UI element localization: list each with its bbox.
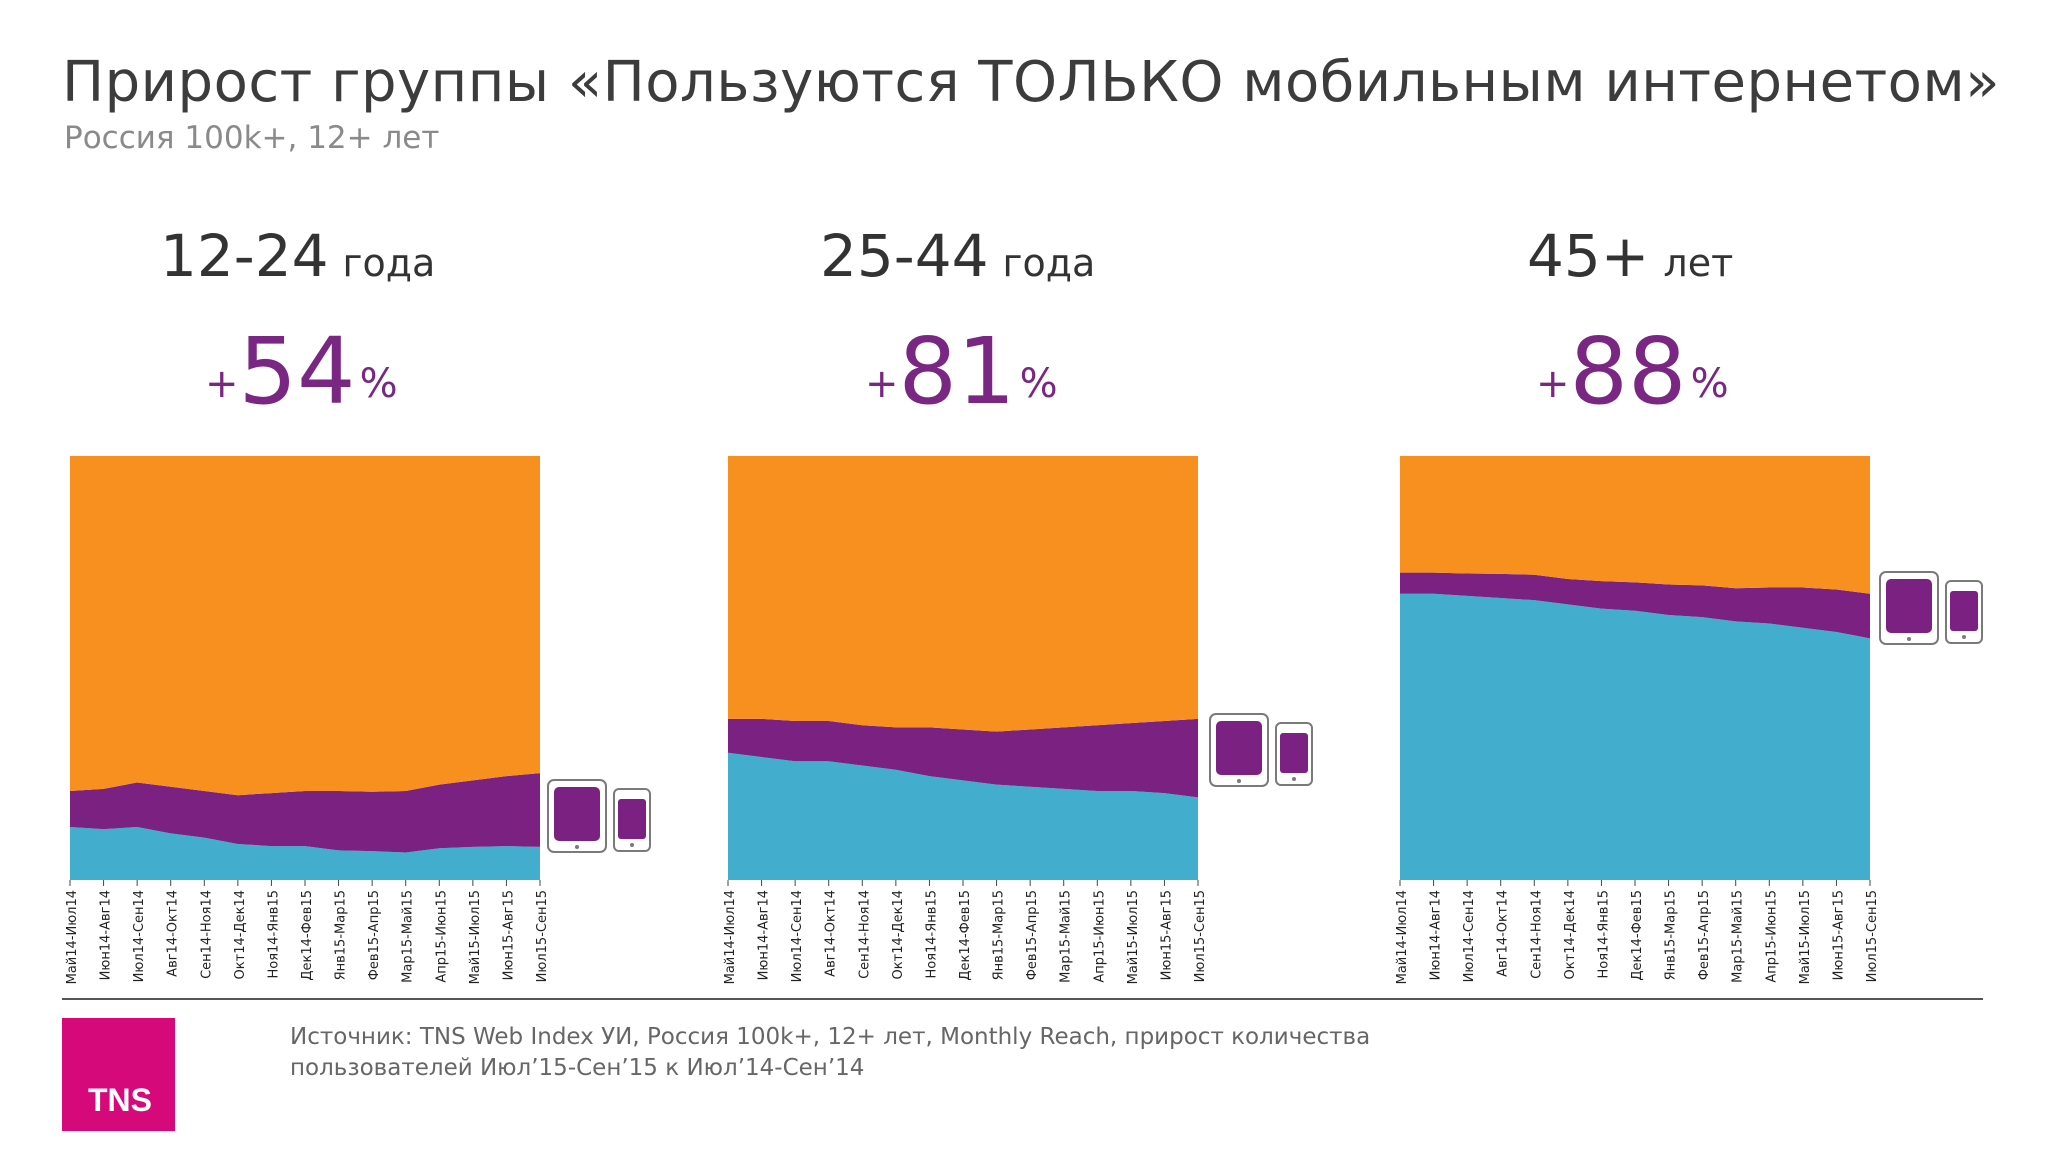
x-tick-label: Окт14-Дек14 bbox=[891, 890, 906, 979]
x-tick-label: Ноя14-Янв15 bbox=[924, 890, 939, 979]
x-tick-label: Дек14-Фев15 bbox=[1630, 890, 1645, 981]
x-tick-label: Сен14-Ноя14 bbox=[857, 890, 872, 979]
source-line-2: пользователей Июл’15-Сен’15 к Июл’14-Сен… bbox=[290, 1055, 865, 1081]
x-tick-label: Янв15-Мар15 bbox=[334, 890, 349, 980]
area-series-purple bbox=[728, 718, 1198, 798]
x-tick-label: Авг14-Окт14 bbox=[166, 890, 181, 977]
x-tick-label: Сен14-Ноя14 bbox=[199, 890, 214, 979]
area-series-blue bbox=[728, 752, 1198, 880]
phone-icon bbox=[613, 788, 651, 852]
growth-plus: + bbox=[1536, 361, 1570, 407]
age-unit: лет bbox=[1663, 241, 1734, 285]
x-tick-label: Май15-Июл15 bbox=[1126, 890, 1141, 984]
x-tick-label: Июн15-Авг15 bbox=[501, 890, 516, 980]
phone-icon bbox=[1275, 722, 1313, 786]
tns-logo-text: TNS bbox=[88, 1082, 152, 1118]
age-label: 25-44 года bbox=[820, 222, 1440, 290]
growth-value: +54% bbox=[205, 318, 398, 425]
page-subtitle: Россия 100k+, 12+ лет bbox=[64, 120, 440, 156]
growth-number: 88 bbox=[1569, 318, 1687, 425]
x-tick-label: Июл14-Сен14 bbox=[132, 890, 147, 982]
age-label: 12-24 года bbox=[160, 222, 780, 290]
x-tick-label: Июл14-Сен14 bbox=[1462, 890, 1477, 982]
x-tick-label: Май15-Июл15 bbox=[468, 890, 483, 984]
x-tick-label: Янв15-Мар15 bbox=[992, 890, 1007, 980]
x-tick-label: Май14-Июл14 bbox=[65, 890, 80, 984]
tablet-icon bbox=[1209, 713, 1269, 787]
area-series-orange bbox=[70, 456, 540, 796]
x-tick-label: Июл15-Сен15 bbox=[535, 890, 550, 982]
x-tick-label: Янв15-Мар15 bbox=[1664, 890, 1679, 980]
area-series-purple bbox=[1400, 572, 1870, 639]
panel-12-24: 12-24 года +54% bbox=[0, 0, 620, 1000]
x-tick-label: Авг14-Окт14 bbox=[1496, 890, 1511, 977]
x-tick-label: Дек14-Фев15 bbox=[958, 890, 973, 981]
x-tick-label: Июл14-Сен14 bbox=[790, 890, 805, 982]
page-title: Прирост группы «Пользуются ТОЛЬКО мобиль… bbox=[62, 50, 2000, 115]
area-series-blue bbox=[1400, 593, 1870, 880]
x-tick-label: Май14-Июл14 bbox=[1395, 890, 1410, 984]
area-series-orange bbox=[728, 456, 1198, 732]
x-tick-label: Апр15-Июн15 bbox=[434, 890, 449, 983]
tablet-icon bbox=[547, 779, 607, 853]
x-tick-label: Июн14-Авг14 bbox=[1429, 890, 1444, 980]
x-tick-label: Ноя14-Янв15 bbox=[1596, 890, 1611, 979]
x-tick-label: Июл15-Сен15 bbox=[1865, 890, 1880, 982]
area-series-blue bbox=[70, 827, 540, 880]
age-range: 45+ bbox=[1527, 222, 1650, 290]
x-tick-label: Мар15-Май15 bbox=[1731, 890, 1746, 983]
x-tick-label: Ноя14-Янв15 bbox=[266, 890, 281, 979]
x-tick-label: Мар15-Май15 bbox=[401, 890, 416, 983]
x-tick-label: Сен14-Ноя14 bbox=[1529, 890, 1544, 979]
x-tick-label: Июн15-Авг15 bbox=[1831, 890, 1846, 980]
age-unit: года bbox=[1002, 241, 1096, 285]
growth-percent: % bbox=[1019, 361, 1058, 407]
age-range: 12-24 bbox=[160, 222, 329, 290]
age-label: 45+ лет bbox=[1527, 222, 2048, 290]
tablet-icon bbox=[1879, 571, 1939, 645]
x-tick-label: Авг14-Окт14 bbox=[824, 890, 839, 977]
x-tick-label: Апр15-Июн15 bbox=[1764, 890, 1779, 983]
growth-plus: + bbox=[865, 361, 899, 407]
x-tick-label: Фев15-Апр15 bbox=[1697, 890, 1712, 980]
x-tick-label: Июл15-Сен15 bbox=[1193, 890, 1208, 982]
x-tick-label: Мар15-Май15 bbox=[1059, 890, 1074, 983]
x-tick-label: Апр15-Июн15 bbox=[1092, 890, 1107, 983]
area-chart-3: Май14-Июл14 Июн14-Авг14 Июл14-Сен14 Авг14-О… bbox=[1395, 456, 1880, 984]
x-tick-label: Июн14-Авг14 bbox=[757, 890, 772, 980]
x-tick-label: Дек14-Фев15 bbox=[300, 890, 315, 981]
source-note: Источник: TNS Web Index УИ, Россия 100k+… bbox=[290, 1022, 1490, 1084]
x-tick-label: Июн15-Авг15 bbox=[1159, 890, 1174, 980]
x-tick-label: Фев15-Апр15 bbox=[367, 890, 382, 980]
area-chart-1: Май14-Июл14 Июн14-Авг14 Июл14-Сен14 Авг14-О… bbox=[65, 456, 550, 984]
growth-value: +81% bbox=[865, 318, 1058, 425]
source-line-1: Источник: TNS Web Index УИ, Россия 100k+… bbox=[290, 1024, 1371, 1050]
footer-divider bbox=[62, 998, 1983, 1000]
age-range: 25-44 bbox=[820, 222, 989, 290]
phone-icon bbox=[1945, 580, 1983, 644]
age-unit: года bbox=[342, 241, 436, 285]
growth-percent: % bbox=[359, 361, 398, 407]
growth-value: +88% bbox=[1536, 318, 1729, 425]
x-tick-label: Окт14-Дек14 bbox=[233, 890, 248, 979]
charts-area: Май14-Июл14 Июн14-Авг14 Июл14-Сен14 Авг14-О… bbox=[65, 456, 1983, 984]
area-series-purple bbox=[70, 773, 540, 853]
growth-number: 81 bbox=[898, 318, 1016, 425]
growth-plus: + bbox=[205, 361, 239, 407]
x-tick-label: Окт14-Дек14 bbox=[1563, 890, 1578, 979]
area-series-orange bbox=[1400, 456, 1870, 594]
growth-percent: % bbox=[1690, 361, 1729, 407]
x-tick-label: Май14-Июл14 bbox=[723, 890, 738, 984]
panel-25-44: 25-44 года +81% bbox=[660, 0, 1280, 1000]
growth-number: 54 bbox=[238, 318, 356, 425]
x-tick-label: Май15-Июл15 bbox=[1798, 890, 1813, 984]
x-tick-label: Июн14-Авг14 bbox=[99, 890, 114, 980]
tns-logo: TNS bbox=[62, 1018, 175, 1131]
x-tick-label: Фев15-Апр15 bbox=[1025, 890, 1040, 980]
area-chart-2: Май14-Июл14 Июн14-Авг14 Июл14-Сен14 Авг14-О… bbox=[723, 456, 1208, 984]
panel-45-plus: 45+ лет +88% bbox=[1325, 0, 1945, 1000]
